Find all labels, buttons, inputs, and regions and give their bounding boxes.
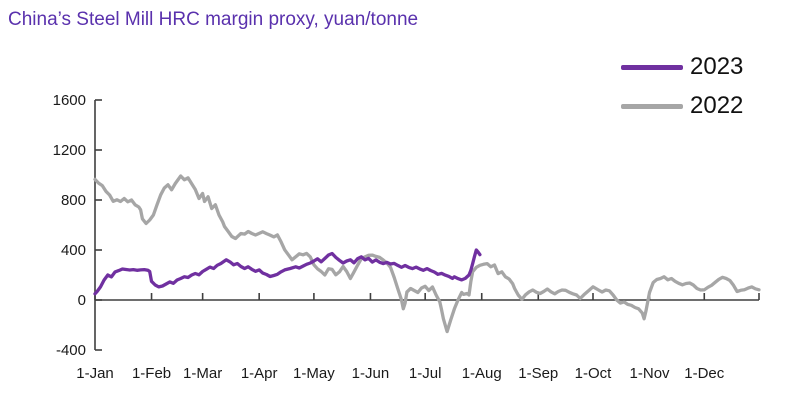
x-axis-label: 1-May xyxy=(293,365,335,382)
legend-item-2022: 2022 xyxy=(621,92,743,120)
legend-marker-2023-line xyxy=(621,64,683,70)
y-axis-label: 800 xyxy=(61,192,86,209)
chart-title: China’s Steel Mill HRC margin proxy, yua… xyxy=(8,9,419,30)
legend-label-2022: 2022 xyxy=(690,92,744,119)
y-axis-label: 1200 xyxy=(53,142,86,159)
x-axis-label: 1-Aug xyxy=(462,365,502,382)
x-axis-label: 1-Dec xyxy=(684,365,725,382)
x-axis-label: 1-Jul xyxy=(409,365,442,382)
legend-label-2023: 2023 xyxy=(690,53,744,80)
legend: 2023 2022 xyxy=(621,53,743,131)
y-axis-label: 0 xyxy=(78,292,86,309)
x-axis-label: 1-Sep xyxy=(518,365,558,382)
x-axis-label: 1-Nov xyxy=(630,365,671,382)
x-axis-label: 1-Mar xyxy=(183,365,222,382)
y-axis-label: 1600 xyxy=(53,92,86,109)
x-axis-label: 1-Jan xyxy=(76,365,114,382)
legend-marker-2022-line xyxy=(621,103,683,109)
legend-item-2023: 2023 xyxy=(621,53,743,81)
series-line-2022 xyxy=(93,174,761,334)
x-axis-label: 1-Jun xyxy=(352,365,390,382)
x-axis-label: 1-Feb xyxy=(132,365,171,382)
x-axis-label: 1-Oct xyxy=(575,365,613,382)
series-line-2023 xyxy=(93,248,482,296)
x-axis-label: 1-Apr xyxy=(241,365,278,382)
y-axis-label: -400 xyxy=(56,342,86,359)
y-axis-label: 400 xyxy=(61,242,86,259)
